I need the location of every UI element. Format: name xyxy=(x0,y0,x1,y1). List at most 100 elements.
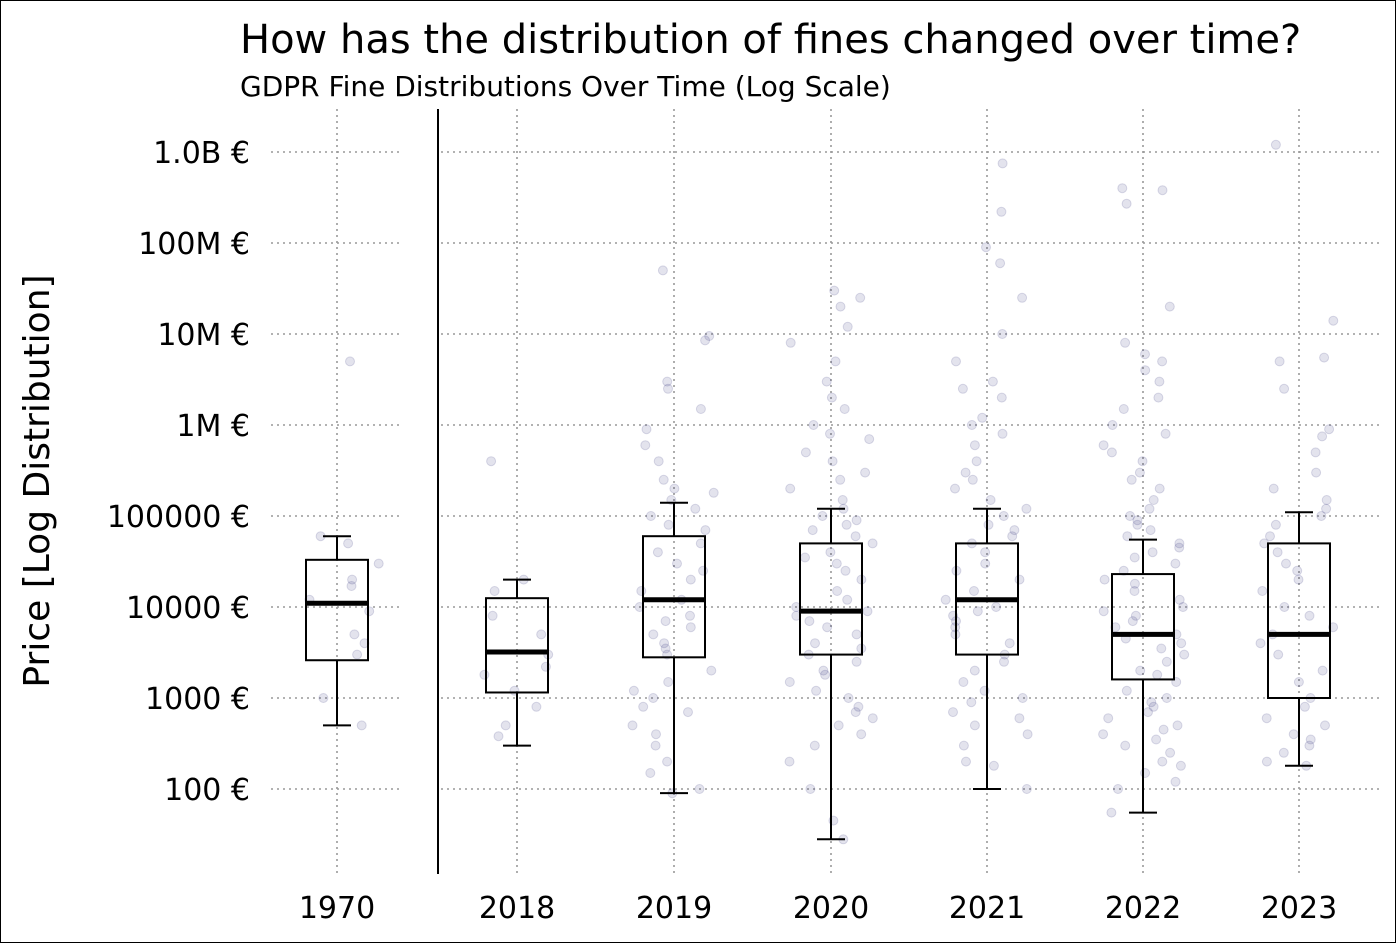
data-point xyxy=(493,731,504,742)
data-point xyxy=(1121,198,1132,209)
data-point xyxy=(1113,784,1123,794)
data-point xyxy=(1098,440,1109,451)
data-point xyxy=(704,331,715,341)
data-point xyxy=(645,511,656,521)
data-point xyxy=(969,586,979,596)
data-point xyxy=(1161,693,1172,703)
data-point xyxy=(843,693,854,703)
data-point xyxy=(958,740,969,751)
data-point xyxy=(840,565,851,576)
data-point xyxy=(1292,565,1303,576)
data-point xyxy=(850,531,861,542)
data-point xyxy=(969,665,980,676)
data-point xyxy=(650,740,661,751)
data-point xyxy=(489,586,500,596)
data-point xyxy=(648,629,659,640)
data-point xyxy=(1317,431,1328,442)
data-point xyxy=(1121,685,1132,696)
x-tick-label: 1970 xyxy=(299,891,375,926)
data-point xyxy=(694,784,705,794)
data-point xyxy=(660,616,671,627)
data-point xyxy=(1014,713,1025,724)
data-point xyxy=(1118,565,1129,576)
data-point xyxy=(1265,531,1275,542)
x-tick-label: 2022 xyxy=(1105,891,1181,926)
data-point xyxy=(1157,756,1168,767)
data-point xyxy=(1137,456,1148,467)
data-point xyxy=(636,586,647,596)
data-point xyxy=(1165,747,1176,758)
data-point xyxy=(785,337,796,348)
data-point xyxy=(1106,447,1117,458)
data-point xyxy=(1158,724,1169,735)
data-point xyxy=(851,656,862,667)
data-point xyxy=(825,547,836,558)
data-point xyxy=(1017,693,1028,703)
data-point xyxy=(318,693,329,703)
data-point xyxy=(1022,729,1033,740)
data-point xyxy=(842,321,853,332)
data-point xyxy=(700,525,711,536)
data-point xyxy=(829,285,840,296)
data-point xyxy=(1319,352,1330,363)
data-point xyxy=(830,356,841,367)
x-tick-label: 2018 xyxy=(479,891,555,926)
data-point xyxy=(1261,713,1272,724)
data-point xyxy=(1279,602,1290,612)
data-point xyxy=(850,707,861,718)
data-point xyxy=(860,467,871,478)
data-point xyxy=(685,610,695,621)
data-point xyxy=(1110,622,1121,633)
data-point xyxy=(1098,729,1109,740)
data-point xyxy=(988,760,999,771)
data-point xyxy=(1107,420,1118,430)
box-2019 xyxy=(642,501,706,795)
data-point xyxy=(531,701,542,712)
data-point xyxy=(1270,519,1281,530)
data-point xyxy=(1170,776,1181,787)
data-point xyxy=(1175,760,1186,771)
data-point xyxy=(958,677,969,687)
data-point xyxy=(940,594,951,605)
data-point xyxy=(1153,392,1164,403)
data-point xyxy=(663,383,673,394)
data-point xyxy=(1281,558,1291,569)
data-point xyxy=(1293,677,1304,687)
data-point xyxy=(500,720,511,731)
data-point xyxy=(862,606,873,617)
data-point xyxy=(486,456,497,467)
data-point xyxy=(660,643,671,654)
data-point xyxy=(831,558,842,569)
data-point xyxy=(835,301,846,312)
data-point xyxy=(810,638,820,649)
data-point xyxy=(346,581,357,591)
data-point xyxy=(985,495,996,505)
chart-subtitle: GDPR Fine Distributions Over Time (Log S… xyxy=(240,70,891,103)
data-point xyxy=(811,685,822,696)
data-point xyxy=(1272,547,1283,558)
iqr-box xyxy=(642,535,706,659)
data-point xyxy=(700,335,711,346)
y-tick-label: 10M € xyxy=(157,318,250,353)
data-point xyxy=(1147,547,1158,558)
data-point xyxy=(997,158,1008,169)
data-point xyxy=(1178,602,1188,612)
data-point xyxy=(1172,720,1183,731)
data-point xyxy=(851,515,862,526)
data-point xyxy=(960,467,971,478)
data-point xyxy=(1140,349,1150,360)
data-point xyxy=(1328,315,1339,326)
data-point xyxy=(1017,292,1028,303)
data-point xyxy=(1120,740,1131,751)
data-point xyxy=(853,701,864,712)
data-point xyxy=(951,356,961,367)
data-point xyxy=(833,720,844,731)
data-point xyxy=(1321,503,1332,514)
data-point xyxy=(1310,447,1321,458)
data-point xyxy=(1161,656,1172,667)
box-2021 xyxy=(955,507,1019,790)
data-point xyxy=(1106,807,1117,818)
data-point xyxy=(1304,740,1315,751)
data-point xyxy=(641,424,652,435)
data-point xyxy=(969,440,980,451)
